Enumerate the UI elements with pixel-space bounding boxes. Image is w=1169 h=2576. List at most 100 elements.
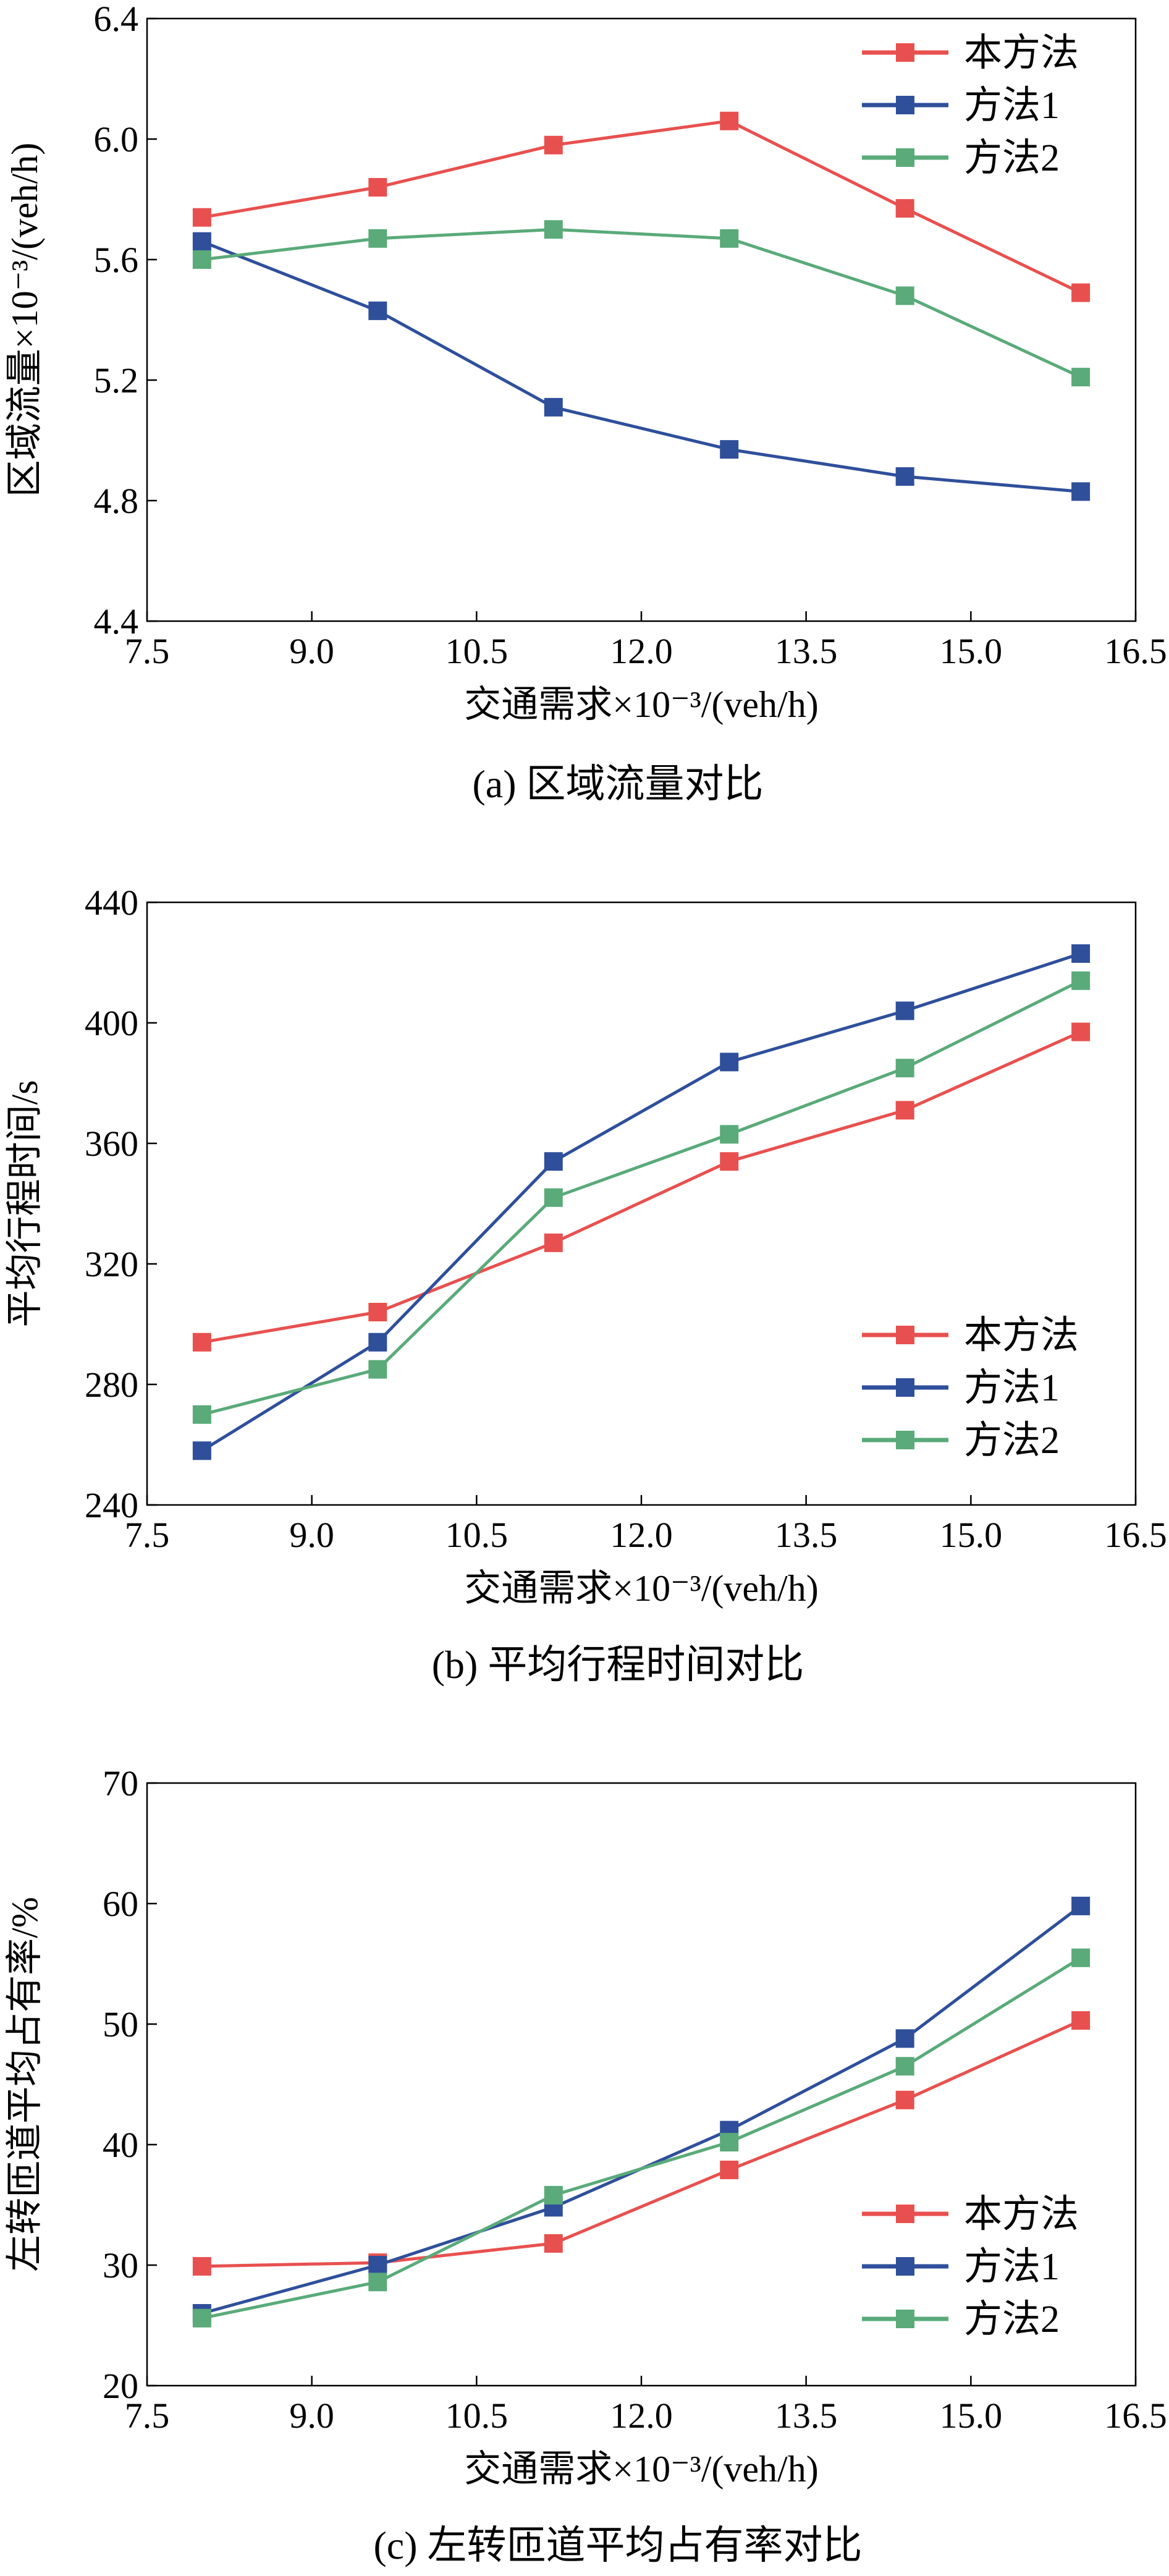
data-point xyxy=(720,1125,739,1144)
legend-marker xyxy=(896,96,914,114)
y-tick-label: 4.4 xyxy=(94,601,139,642)
legend-marker xyxy=(896,1326,914,1344)
x-tick-label: 10.5 xyxy=(445,1515,509,1555)
data-point xyxy=(192,250,211,269)
data-point xyxy=(192,2308,211,2328)
data-point xyxy=(895,286,914,305)
x-tick-label: 9.0 xyxy=(289,2396,334,2436)
data-point xyxy=(368,2273,387,2292)
data-point xyxy=(368,178,387,197)
x-tick-label: 13.5 xyxy=(775,2396,838,2436)
panel-caption: (b) 平均行程时间对比 xyxy=(432,1643,804,1687)
legend-marker xyxy=(896,43,914,62)
y-tick-label: 30 xyxy=(103,2245,138,2286)
y-tick-label: 60 xyxy=(103,1884,138,1924)
data-point xyxy=(720,440,739,459)
series-line xyxy=(201,952,1081,1452)
legend-marker xyxy=(896,1431,914,1449)
x-tick-label: 15.0 xyxy=(940,1515,1003,1555)
data-point xyxy=(544,220,563,239)
legend-label: 方法2 xyxy=(964,2298,1060,2341)
data-point xyxy=(192,1405,211,1424)
chart-panel-c: 7.5 9.0 10.5 12.0 13.5 15.0 16.5 20 30 40 50 60 70 交通… xyxy=(4,1763,1167,2567)
x-tick-label: 13.5 xyxy=(775,631,838,671)
y-axis-label: 左转匝道平均占有率/% xyxy=(4,1897,45,2272)
legend-marker xyxy=(896,1378,914,1397)
data-point xyxy=(895,1059,914,1078)
y-tick-label: 20 xyxy=(103,2366,138,2406)
x-tick-label: 7.5 xyxy=(125,1515,170,1555)
x-tick-label: 15.0 xyxy=(940,631,1003,671)
data-point xyxy=(720,111,739,130)
data-point xyxy=(1071,2011,1091,2030)
data-point xyxy=(720,1152,739,1171)
y-tick-label: 5.6 xyxy=(94,240,139,280)
data-point xyxy=(1071,1022,1091,1041)
data-point xyxy=(192,232,211,251)
x-tick-label: 16.5 xyxy=(1104,1515,1167,1555)
data-point xyxy=(1071,1896,1091,1915)
data-point xyxy=(1071,1948,1091,1967)
x-tick-label: 9.0 xyxy=(289,1515,334,1555)
y-axis-label: 平均行程时间/s xyxy=(4,1080,45,1327)
x-axis-label: 交通需求×10⁻³/(veh/h) xyxy=(464,684,818,725)
x-tick-label: 12.0 xyxy=(610,2396,673,2436)
x-tick-label: 12.0 xyxy=(610,631,673,671)
x-tick-label: 7.5 xyxy=(125,631,170,671)
data-point xyxy=(895,199,914,218)
legend-label: 方法1 xyxy=(964,2246,1060,2288)
x-tick-label: 7.5 xyxy=(125,2396,170,2436)
legend-label: 方法2 xyxy=(964,1420,1060,1462)
y-tick-label: 400 xyxy=(85,1003,138,1043)
data-point xyxy=(720,229,739,248)
data-point xyxy=(720,2160,739,2179)
data-point xyxy=(720,2133,739,2152)
series-3 xyxy=(192,1948,1091,2328)
y-tick-label: 320 xyxy=(85,1244,138,1284)
data-point xyxy=(192,2256,211,2276)
data-point xyxy=(544,1152,563,1171)
chart-panel-a: 7.5 9.0 10.5 12.0 13.5 15.0 16.5 4.4 4.8 5.2 5.6 6.… xyxy=(4,0,1167,806)
data-point xyxy=(1071,944,1091,963)
legend-marker xyxy=(896,148,914,167)
series-3 xyxy=(192,220,1091,387)
series-line xyxy=(201,227,1082,379)
data-point xyxy=(192,1441,211,1460)
legend-label: 方法1 xyxy=(964,85,1060,127)
series-1 xyxy=(192,1022,1091,1352)
series-line xyxy=(201,2019,1082,2268)
panel-caption: (c) 左转匝道平均占有率对比 xyxy=(373,2523,862,2567)
data-point xyxy=(720,1053,739,1072)
y-tick-label: 6.0 xyxy=(94,119,139,159)
series-1 xyxy=(192,111,1091,302)
legend-marker xyxy=(896,2205,914,2223)
y-tick-label: 6.4 xyxy=(94,0,139,39)
chart-panel-b: 7.5 9.0 10.5 12.0 13.5 15.0 16.5 240 280 320 360 40… xyxy=(4,883,1167,1687)
x-axis-label: 交通需求×10⁻³/(veh/h) xyxy=(464,1568,818,1609)
data-point xyxy=(1071,368,1091,387)
legend-marker xyxy=(896,2310,914,2328)
x-tick-label: 13.5 xyxy=(775,1515,838,1555)
data-point xyxy=(192,208,211,227)
series-line xyxy=(201,1030,1082,1344)
legend-marker xyxy=(896,2257,914,2276)
y-tick-label: 4.8 xyxy=(94,481,139,521)
x-tick-label: 16.5 xyxy=(1104,2396,1167,2436)
y-axis-label: 区域流量×10⁻³/(veh/h) xyxy=(4,143,45,497)
y-tick-label: 240 xyxy=(85,1485,138,1525)
panel-caption: (a) 区域流量对比 xyxy=(472,762,763,806)
series-3 xyxy=(192,971,1091,1424)
legend-label: 方法1 xyxy=(964,1367,1060,1409)
x-tick-label: 16.5 xyxy=(1104,631,1167,671)
data-point xyxy=(368,1332,387,1352)
y-tick-label: 70 xyxy=(103,1763,138,1803)
legend-label: 本方法 xyxy=(964,1315,1079,1357)
x-tick-label: 12.0 xyxy=(610,1515,673,1555)
data-point xyxy=(368,2256,387,2274)
data-point xyxy=(544,2185,563,2205)
data-point xyxy=(368,301,387,320)
y-tick-label: 5.2 xyxy=(94,360,139,400)
